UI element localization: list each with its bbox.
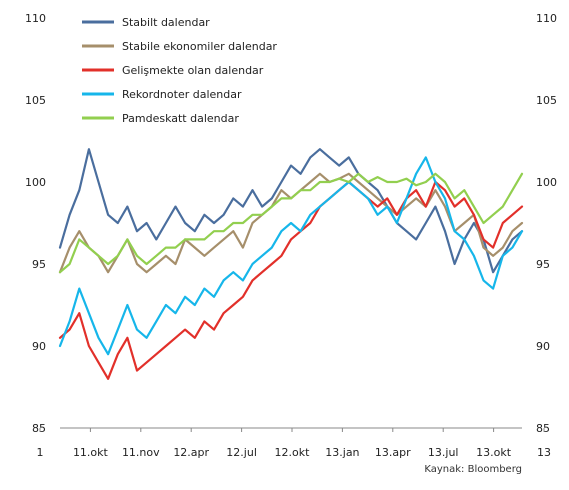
legend-label-2: Stabile ekonomiler dalendar bbox=[122, 40, 277, 53]
x-tick-label: 13.okt bbox=[476, 446, 512, 459]
series-line-5 bbox=[58, 172, 524, 274]
x-tick-label: 13 bbox=[537, 446, 551, 459]
y-tick-label-left: 100 bbox=[25, 176, 46, 189]
legend-label-1: Stabilt dalendar bbox=[122, 16, 210, 29]
x-tick-label: 12.apr bbox=[173, 446, 209, 459]
y-tick-label-left: 90 bbox=[32, 340, 46, 353]
x-tick-label: 12.jul bbox=[226, 446, 257, 459]
y-tick-label-right: 95 bbox=[536, 258, 550, 271]
x-tick-label: 13.apr bbox=[375, 446, 411, 459]
legend-label-5: Pamdeskatt dalendar bbox=[122, 112, 239, 125]
x-tick-label: 13.jul bbox=[428, 446, 459, 459]
y-tick-label-left: 105 bbox=[25, 94, 46, 107]
y-tick-label-right: 105 bbox=[536, 94, 557, 107]
x-tick-label: 12.okt bbox=[275, 446, 311, 459]
x-tick-label: 11.okt bbox=[73, 446, 109, 459]
y-tick-label-right: 110 bbox=[536, 12, 557, 25]
series-line-4 bbox=[58, 156, 524, 356]
x-tick-label: 11.nov bbox=[122, 446, 160, 459]
x-tick-label: 13.jan bbox=[325, 446, 359, 459]
series-line-1 bbox=[58, 148, 524, 274]
y-tick-label-right: 85 bbox=[536, 422, 550, 435]
y-tick-label-left: 85 bbox=[32, 422, 46, 435]
x-tick-label: 1 bbox=[37, 446, 44, 459]
legend-label-4: Rekordnoter dalendar bbox=[122, 88, 242, 101]
y-tick-label-right: 100 bbox=[536, 176, 557, 189]
y-tick-label-right: 90 bbox=[536, 340, 550, 353]
source-note: Kaynak: Bloomberg bbox=[424, 464, 522, 475]
series-line-3 bbox=[58, 180, 524, 380]
y-tick-label-left: 110 bbox=[25, 12, 46, 25]
legend-label-3: Gelişmekte olan dalendar bbox=[122, 64, 264, 77]
y-tick-label-left: 95 bbox=[32, 258, 46, 271]
